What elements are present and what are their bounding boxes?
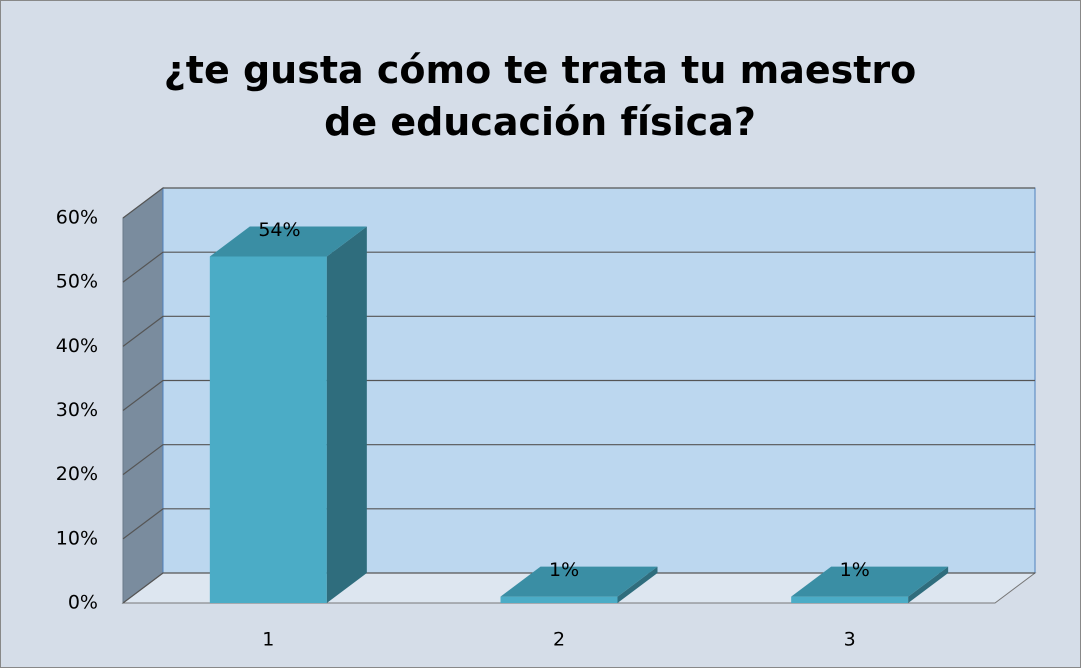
bar-front bbox=[500, 596, 618, 603]
bar-top bbox=[791, 566, 949, 597]
y-tick-label: 10% bbox=[56, 527, 98, 549]
bar-top bbox=[209, 226, 367, 257]
bar bbox=[209, 226, 367, 603]
bar-top bbox=[500, 566, 658, 597]
data-label: 1% bbox=[549, 559, 579, 581]
y-tick-label: 40% bbox=[56, 335, 98, 357]
bar-side bbox=[617, 566, 658, 603]
grid-line bbox=[122, 572, 1035, 604]
grid-line bbox=[122, 187, 1035, 219]
grid-line bbox=[122, 251, 1035, 283]
grid-line bbox=[122, 379, 1035, 411]
y-tick-label: 50% bbox=[56, 271, 98, 293]
bar-front bbox=[209, 256, 327, 603]
data-label: 54% bbox=[258, 219, 300, 241]
x-tick-label: 3 bbox=[844, 629, 856, 651]
x-tick-label: 1 bbox=[262, 629, 274, 651]
y-tick-label: 20% bbox=[56, 463, 98, 485]
data-label: 1% bbox=[840, 559, 870, 581]
grid-line bbox=[122, 508, 1035, 540]
bar bbox=[791, 566, 949, 603]
y-tick-label: 60% bbox=[56, 207, 98, 229]
bar-front bbox=[791, 596, 909, 603]
bar-side bbox=[326, 226, 367, 603]
grid-line bbox=[122, 444, 1035, 476]
y-tick-label: 0% bbox=[68, 592, 98, 614]
bar bbox=[500, 566, 658, 603]
x-tick-label: 2 bbox=[553, 629, 565, 651]
bar-side bbox=[908, 566, 949, 603]
chart-title: ¿te gusta cómo te trata tu maestro de ed… bbox=[163, 48, 917, 144]
y-tick-label: 30% bbox=[56, 399, 98, 421]
grid-line bbox=[122, 315, 1035, 347]
